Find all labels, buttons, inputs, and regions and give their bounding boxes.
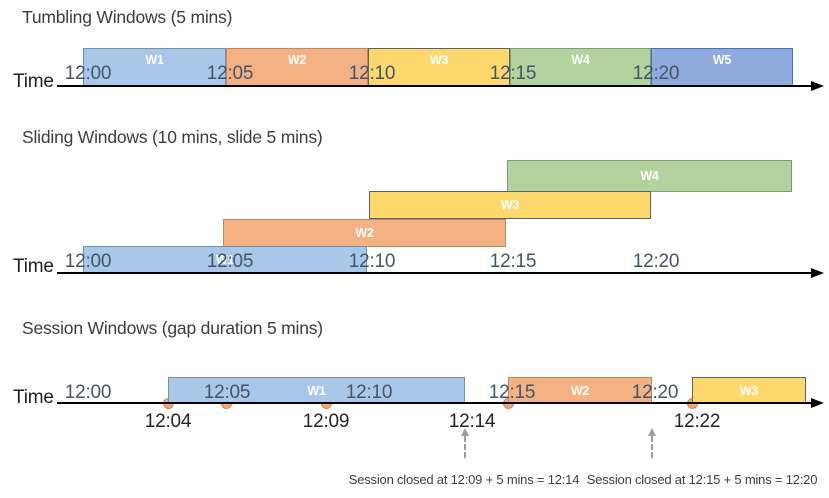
time-axis-label: Time xyxy=(13,387,54,408)
window-label: W2 xyxy=(287,53,307,67)
tick-label: 12:00 xyxy=(64,382,112,403)
time-axis-arrowhead-icon xyxy=(811,397,824,408)
tick-label: 12:15 xyxy=(488,382,536,403)
section-title: Session Windows (gap duration 5 mins) xyxy=(22,318,323,338)
tick-label: 12:15 xyxy=(489,63,537,84)
event-dot xyxy=(162,397,174,409)
event-dot xyxy=(686,397,698,409)
tick-label: 12:10 xyxy=(348,63,396,84)
tick-label: 12:20 xyxy=(631,382,679,403)
window-label: W4 xyxy=(640,169,659,183)
annotation-arrow-icon xyxy=(461,428,469,458)
window-w1: W1 xyxy=(83,246,367,274)
window-w2: W2 xyxy=(508,377,652,404)
tick-label: 12:00 xyxy=(64,63,112,84)
event-time-label: 12:09 xyxy=(302,411,350,432)
annotation-text: Session closed at 12:15 + 5 mins = 12:20 xyxy=(586,472,818,487)
event-time-label: 12:22 xyxy=(673,411,721,432)
section-title: Tumbling Windows (5 mins) xyxy=(22,7,233,27)
tick-label: 12:10 xyxy=(348,251,396,272)
tick-label: 12:20 xyxy=(632,63,680,84)
annotation-arrow-icon xyxy=(648,428,656,458)
tick-label: 12:05 xyxy=(206,63,254,84)
time-axis xyxy=(57,402,811,404)
window-label: W1 xyxy=(215,253,235,267)
window-label: W5 xyxy=(712,53,732,67)
tick-label: 12:20 xyxy=(632,251,680,272)
window-w1: W1 xyxy=(168,377,465,404)
section-title: Sliding Windows (10 mins, slide 5 mins) xyxy=(22,127,323,147)
event-dot xyxy=(502,397,514,409)
window-label: W3 xyxy=(500,198,520,212)
window-w3: W3 xyxy=(368,48,510,87)
event-time-label: 12:14 xyxy=(448,411,496,432)
window-w1: W1 xyxy=(83,48,226,87)
window-w4: W4 xyxy=(510,48,651,87)
window-label: W2 xyxy=(570,383,590,398)
time-axis-arrowhead-icon xyxy=(811,267,824,278)
time-axis-label: Time xyxy=(13,71,54,92)
window-w3: W3 xyxy=(369,191,651,219)
tick-label: 12:05 xyxy=(206,251,254,272)
window-w2: W2 xyxy=(226,48,368,87)
window-label: W3 xyxy=(429,53,449,67)
window-label: W4 xyxy=(571,53,590,67)
window-label: W1 xyxy=(145,53,164,67)
time-axis xyxy=(57,272,811,274)
tick-label: 12:10 xyxy=(345,382,393,403)
time-axis xyxy=(57,85,811,87)
event-dot xyxy=(320,397,332,409)
tick-label: 12:00 xyxy=(64,251,112,272)
window-w3: W3 xyxy=(692,377,806,404)
window-label: W2 xyxy=(355,226,374,240)
tick-label: 12:05 xyxy=(203,382,251,403)
window-w4: W4 xyxy=(507,160,792,192)
time-axis-label: Time xyxy=(13,256,54,277)
window-label: W1 xyxy=(307,383,326,398)
time-axis-arrowhead-icon xyxy=(811,80,824,91)
annotation-text: Session closed at 12:09 + 5 mins = 12:14 xyxy=(348,472,580,487)
window-label: W3 xyxy=(739,383,759,398)
window-w2: W2 xyxy=(223,219,506,247)
tick-label: 12:15 xyxy=(489,251,537,272)
window-w5: W5 xyxy=(651,48,793,87)
event-time-label: 12:04 xyxy=(144,411,192,432)
event-dot xyxy=(220,397,232,409)
